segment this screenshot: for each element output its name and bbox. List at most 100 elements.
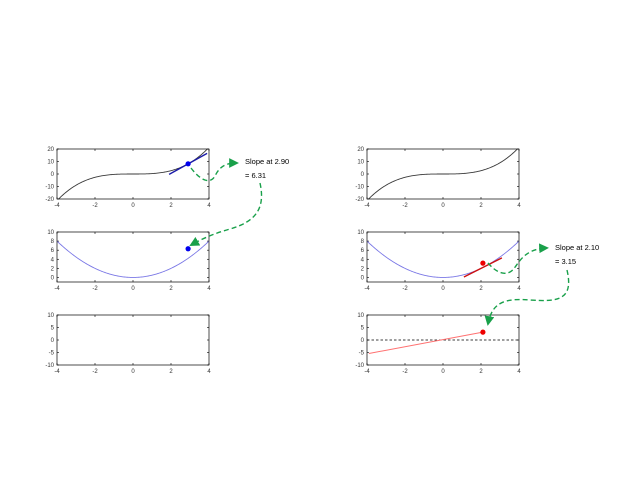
y-tick-label: 0 <box>51 172 55 178</box>
y-tick-label: 2 <box>361 266 365 272</box>
x-tick-label: -2 <box>92 286 98 292</box>
x-tick-label: 4 <box>517 203 521 209</box>
x-tick-label: 2 <box>479 369 483 375</box>
x-tick-label: -4 <box>364 203 370 209</box>
y-tick-label: 20 <box>357 147 364 153</box>
highlight-point <box>185 246 191 252</box>
highlight-point <box>480 329 486 335</box>
y-tick-label: 2 <box>51 266 55 272</box>
chart-right-bottom: -4 -2 0 2 4 10 5 0 -5 -10 <box>355 313 521 375</box>
y-tick-label: 0 <box>51 338 55 344</box>
x-tick-label: 0 <box>131 286 135 292</box>
x-tick-label: 2 <box>169 369 173 375</box>
axes-frame <box>366 148 520 200</box>
chart-right-middle: -4 -2 0 2 4 10 8 6 4 2 0 <box>357 230 521 292</box>
x-tick-label: -2 <box>92 203 98 209</box>
right-arrow-to-label <box>487 243 549 274</box>
highlight-point <box>480 260 486 266</box>
y-tick-label: -10 <box>45 363 54 369</box>
right-slope-value: = 3.15 <box>555 257 576 266</box>
y-tick-label: 10 <box>357 313 364 319</box>
left-slope-value: = 6.31 <box>245 171 266 180</box>
x-tick-label: -2 <box>92 369 98 375</box>
curve-x_squared_over_2 <box>57 240 209 278</box>
y-tick-label: 4 <box>361 257 365 263</box>
plot-area <box>367 149 519 199</box>
axes-frame <box>56 231 210 283</box>
x-tick-label: -4 <box>54 203 60 209</box>
y-tick-label: 8 <box>51 239 55 245</box>
y-tick-label: -20 <box>45 197 54 203</box>
y-tick-label: 20 <box>47 147 54 153</box>
y-tick-label: -10 <box>355 185 364 191</box>
right-slope-annotation: Slope at 2.10 = 3.15 <box>484 243 599 326</box>
plot-area <box>57 149 209 199</box>
axes-frame <box>56 314 210 366</box>
x-tick-label: 4 <box>207 369 211 375</box>
x-tick-label: -4 <box>364 286 370 292</box>
chart-left-middle: -4 -2 0 2 4 10 8 6 4 2 0 <box>47 230 211 292</box>
axes-frame <box>366 231 520 283</box>
x-tick-label: -4 <box>54 286 60 292</box>
x-tick-label: -2 <box>402 286 408 292</box>
plot-area <box>367 331 519 354</box>
left-arrow-to-label <box>190 158 239 182</box>
right-slope-label: Slope at 2.10 <box>555 243 599 252</box>
y-tick-label: 0 <box>361 275 365 281</box>
y-tick-label: -10 <box>45 185 54 191</box>
left-slope-label: Slope at 2.90 <box>245 157 289 166</box>
highlight-point <box>185 161 191 167</box>
x-tick-label: 2 <box>479 203 483 209</box>
x-tick-label: -2 <box>402 369 408 375</box>
y-tick-label: 6 <box>361 248 365 254</box>
left-slope-annotation: Slope at 2.90 = 6.31 <box>189 157 289 246</box>
y-tick-label: 10 <box>47 313 54 319</box>
axes-frame <box>366 314 520 366</box>
y-tick-label: 5 <box>51 326 55 332</box>
x-tick-label: 2 <box>169 203 173 209</box>
y-tick-label: 4 <box>51 257 55 263</box>
y-tick-label: 10 <box>47 160 54 166</box>
chart-left-bottom: -4 -2 0 2 4 10 5 0 -5 -10 <box>45 313 211 375</box>
left-arrow-to-derivative <box>189 182 263 246</box>
y-tick-label: 0 <box>361 338 365 344</box>
curve-x_squared_over_2 <box>367 240 519 278</box>
y-tick-label: -20 <box>355 197 364 203</box>
axes-frame <box>56 148 210 200</box>
tangent-line <box>463 257 503 278</box>
x-tick-label: 0 <box>131 369 135 375</box>
y-tick-label: 10 <box>47 230 54 236</box>
x-tick-label: 0 <box>441 286 445 292</box>
x-tick-label: 4 <box>517 369 521 375</box>
y-tick-label: -10 <box>355 363 364 369</box>
x-tick-label: -4 <box>54 369 60 375</box>
x-tick-label: 0 <box>441 369 445 375</box>
y-tick-label: -5 <box>359 351 365 357</box>
y-tick-label: 8 <box>361 239 365 245</box>
x-tick-label: 0 <box>441 203 445 209</box>
plot-area <box>57 240 209 278</box>
curve-cubic_over_3 <box>57 149 209 199</box>
y-tick-label: 0 <box>361 172 365 178</box>
x-tick-label: 0 <box>131 203 135 209</box>
y-tick-label: -5 <box>49 351 55 357</box>
right-arrow-to-derivative <box>484 269 570 326</box>
x-tick-label: -2 <box>402 203 408 209</box>
y-tick-label: 0 <box>51 275 55 281</box>
x-tick-label: 4 <box>517 286 521 292</box>
x-tick-label: 4 <box>207 203 211 209</box>
y-tick-label: 10 <box>357 160 364 166</box>
y-tick-label: 10 <box>357 230 364 236</box>
x-tick-label: -4 <box>364 369 370 375</box>
curve-cubic_over_3 <box>367 149 519 199</box>
plot-area <box>367 240 519 278</box>
y-tick-label: 6 <box>51 248 55 254</box>
x-tick-label: 4 <box>207 286 211 292</box>
x-tick-label: 2 <box>169 286 173 292</box>
x-tick-label: 2 <box>479 286 483 292</box>
